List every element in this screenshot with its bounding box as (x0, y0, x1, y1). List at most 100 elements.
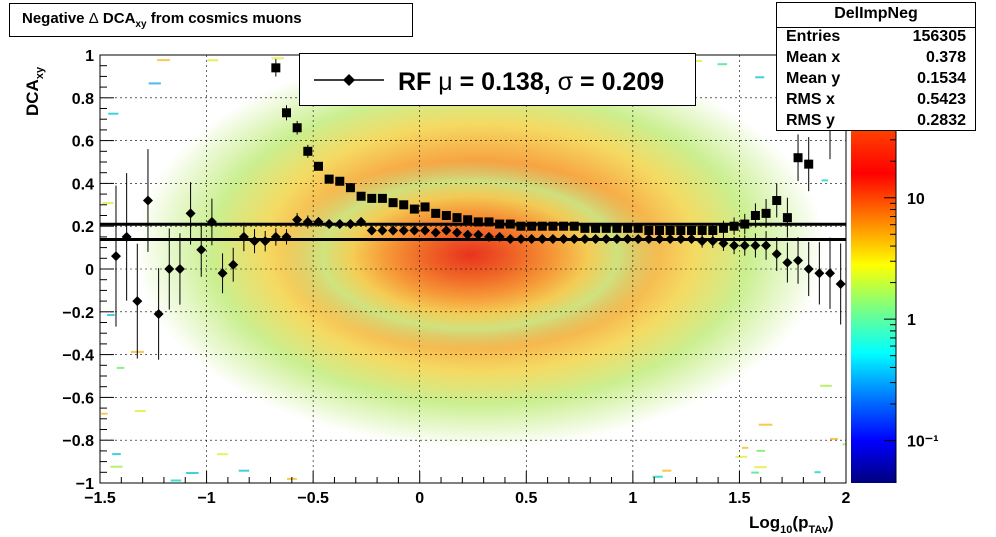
color-scale-bar (851, 131, 896, 483)
mean-diamond-marker (611, 234, 622, 245)
mean-diamond-marker (142, 195, 153, 206)
heatmap-cell (108, 112, 119, 115)
data-markers (110, 63, 846, 319)
stats-box-title: DelImpNeg (834, 5, 918, 22)
chart-title: Negative Δ DCAxy from cosmics muons (22, 10, 302, 30)
mean-diamond-marker (643, 234, 654, 245)
heatmap-cell (101, 412, 108, 415)
heatmap-cell (830, 437, 838, 440)
x-tick-label: 0.5 (515, 490, 537, 507)
y-axis-title: DCAxy (23, 66, 46, 116)
x-tick-label: 1.5 (728, 490, 750, 507)
mean-diamond-marker (793, 255, 804, 266)
y-tick-label: −1 (76, 476, 94, 493)
mean-diamond-marker (153, 308, 164, 319)
mean-square-marker (431, 208, 441, 218)
stats-row-mean-y: Mean y 0.1534 (786, 70, 966, 91)
legend-mu-value: = 0.138, (452, 68, 558, 96)
mean-square-marker (356, 191, 366, 201)
mean-square-marker (271, 63, 281, 73)
mean-square-marker (399, 200, 409, 210)
mean-diamond-marker (228, 259, 239, 270)
mean-square-marker (313, 161, 323, 171)
mean-square-marker (292, 123, 302, 133)
mean-diamond-marker (782, 257, 793, 268)
heatmap-cell (756, 449, 766, 452)
heatmap-cell (157, 59, 170, 62)
mean-diamond-marker (697, 236, 708, 247)
mean-square-marker (591, 223, 601, 233)
heatmap-cell (217, 453, 228, 456)
mean-diamond-marker (196, 244, 207, 255)
mean-square-marker (505, 219, 515, 229)
mean-square-marker (282, 108, 291, 118)
mean-diamond-marker (654, 234, 665, 245)
y-tick-label: 0.2 (72, 219, 94, 236)
mean-square-marker (697, 225, 707, 235)
mean-diamond-marker (835, 278, 846, 289)
mean-diamond-marker (441, 225, 452, 236)
mean-square-marker (708, 225, 718, 235)
mean-diamond-marker (590, 234, 601, 245)
legend-prefix: RF (398, 68, 439, 96)
title-suffix: from cosmics muons (146, 10, 302, 27)
legend-marker-icon (314, 74, 384, 86)
mean-square-marker (676, 225, 686, 235)
stats-box-divider (777, 27, 975, 28)
mean-diamond-marker (473, 229, 484, 240)
mean-diamond-marker (537, 234, 548, 245)
mean-diamond-marker (366, 225, 377, 236)
mean-diamond-marker (505, 234, 516, 245)
mean-square-marker (580, 223, 590, 233)
heatmap-cell (751, 471, 759, 474)
mean-diamond-marker (260, 236, 271, 247)
heatmap-cell (238, 469, 250, 472)
mean-square-marker (441, 211, 451, 220)
heatmap-cell (107, 314, 115, 316)
mean-diamond-marker (675, 234, 686, 245)
x-tick-label: −0.5 (297, 490, 329, 507)
heatmap-cell (116, 366, 125, 369)
heatmap-cell (821, 179, 828, 182)
mean-diamond-marker (206, 216, 217, 227)
mean-square-marker (495, 219, 505, 229)
x-axis-title: Log10(pTAv) (749, 513, 834, 536)
x-tick-label: 1 (628, 490, 637, 507)
mean-diamond-marker (324, 219, 335, 230)
heatmap-cell (820, 384, 832, 387)
mean-diamond-marker (558, 234, 569, 245)
title-prefix: Negative (22, 10, 89, 27)
mean-diamond-marker (388, 225, 399, 236)
heatmap-cell (662, 469, 672, 472)
mean-square-marker (612, 223, 622, 233)
chart-title-box: Negative Δ DCAxy from cosmics muons (9, 3, 413, 37)
mean-diamond-marker (601, 234, 612, 245)
mean-diamond-marker (483, 231, 494, 242)
mean-square-marker (601, 223, 611, 233)
mean-diamond-marker (515, 234, 526, 245)
mean-square-marker (409, 204, 419, 214)
mean-diamond-marker (729, 240, 740, 251)
stats-box: DelImpNeg Entries 156305 Mean x 0.378 Mean… (776, 2, 976, 131)
mean-square-marker (516, 221, 526, 231)
stats-row-mean-x: Mean x 0.378 (786, 49, 966, 70)
mean-square-marker (303, 146, 313, 156)
mean-diamond-marker (110, 251, 121, 262)
mean-diamond-marker (313, 216, 324, 227)
mean-diamond-marker (121, 231, 132, 242)
mean-square-marker (345, 183, 355, 193)
mean-diamond-marker (494, 231, 505, 242)
heatmap-cell (186, 472, 199, 474)
x-tick-label: −1.5 (84, 490, 116, 507)
stats-label: Entries (786, 28, 841, 45)
mean-diamond-marker (526, 234, 537, 245)
heatmap-cell (112, 453, 121, 456)
mean-diamond-marker (345, 219, 356, 230)
y-tick-label: −0.4 (62, 348, 94, 365)
y-tick-label: 1 (85, 48, 94, 65)
stats-row-rms-x: RMS x 0.5423 (786, 91, 966, 112)
mean-diamond-marker (281, 231, 292, 242)
mean-diamond-marker (302, 216, 313, 227)
mean-diamond-marker (409, 225, 420, 236)
